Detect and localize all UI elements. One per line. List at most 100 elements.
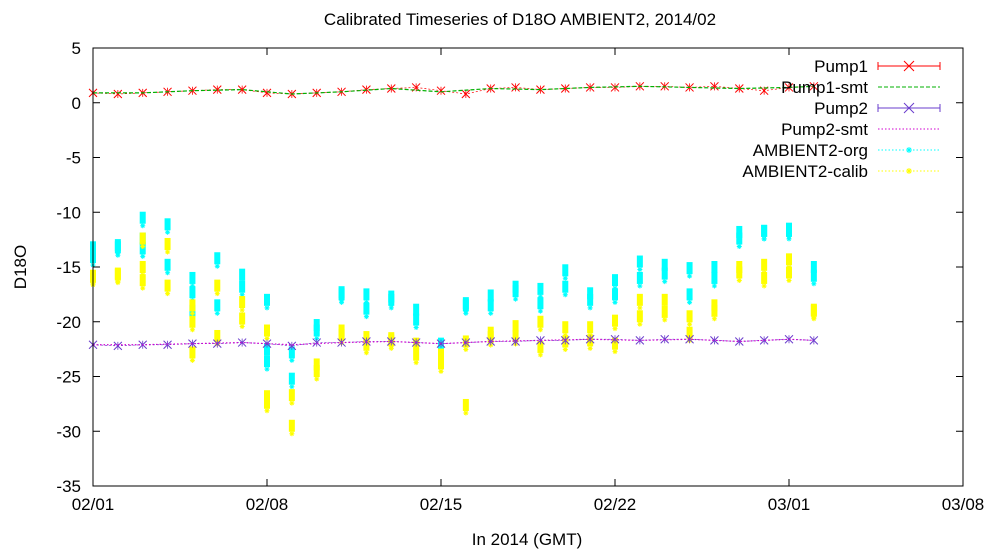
data-point [736, 277, 742, 283]
data-point [687, 321, 693, 327]
data-cluster [139, 211, 146, 224]
chart-title: Calibrated Timeseries of D18O AMBIENT2, … [324, 10, 716, 29]
data-point [363, 350, 369, 356]
data-point [463, 346, 469, 352]
data-point [189, 327, 195, 333]
data-cluster [636, 310, 643, 323]
data-point [312, 338, 322, 347]
data-point [560, 84, 570, 93]
data-cluster [264, 324, 270, 337]
data-cluster [189, 346, 196, 359]
data-point [710, 81, 719, 91]
data-point [140, 244, 146, 250]
data-cluster [189, 299, 196, 312]
data-cluster [239, 268, 246, 281]
data-cluster [239, 296, 246, 309]
data-point [413, 325, 419, 331]
data-point [113, 341, 123, 351]
data-cluster [686, 288, 693, 301]
data-cluster [711, 261, 718, 273]
data-point [811, 281, 817, 287]
y-axis-label: D18O [11, 245, 30, 289]
y-tick-label: -25 [56, 368, 81, 387]
data-cluster [562, 321, 569, 334]
data-point [239, 307, 245, 313]
x-axis: 02/01 02/08 02/15 02/22 03/01 03/08 [72, 48, 985, 514]
data-cluster [761, 271, 768, 284]
data-cluster [786, 266, 792, 279]
data-point [165, 249, 171, 255]
data-point [214, 291, 220, 297]
data-cluster [736, 225, 743, 238]
data-cluster [139, 261, 146, 273]
data-cluster [686, 326, 693, 339]
data-point [734, 84, 744, 93]
legend-label: Pump1 [814, 57, 868, 76]
data-point [537, 308, 543, 314]
data-point [463, 410, 469, 416]
data-point [562, 332, 568, 338]
data-cluster [239, 312, 246, 325]
data-cluster [264, 355, 270, 368]
y-tick-label: -15 [56, 258, 81, 277]
data-cluster [512, 280, 519, 293]
data-point [903, 60, 915, 72]
data-point [363, 314, 369, 320]
data-cluster [661, 258, 668, 271]
data-cluster [736, 232, 743, 245]
data-cluster [462, 398, 469, 411]
data-point [264, 366, 270, 372]
data-point [562, 292, 568, 298]
series-pump1-smt [93, 85, 814, 95]
y-tick-label: 0 [72, 94, 81, 113]
data-point [264, 336, 270, 342]
data-cluster [338, 288, 345, 301]
data-point [537, 327, 543, 333]
data-cluster [711, 271, 718, 284]
data-point [339, 336, 345, 342]
data-point [189, 310, 195, 316]
data-point [734, 337, 744, 346]
data-cluster [537, 297, 544, 310]
data-point [461, 89, 471, 99]
data-cluster [264, 390, 270, 403]
data-cluster [736, 266, 743, 279]
data-point [212, 85, 222, 94]
data-cluster [264, 343, 270, 356]
data-cluster [636, 255, 643, 268]
data-point [115, 280, 121, 286]
data-point [662, 279, 668, 285]
data-point [612, 285, 618, 291]
data-cluster [587, 293, 594, 306]
data-cluster [288, 419, 295, 432]
data-point [513, 296, 519, 302]
data-point [237, 85, 247, 94]
legend-label: AMBIENT2-org [753, 141, 868, 160]
data-point [140, 285, 146, 291]
data-point [906, 168, 912, 174]
x-tick-label: 03/08 [942, 495, 985, 514]
legend-label: Pump2 [814, 99, 868, 118]
data-cluster [114, 241, 121, 254]
x-tick-label: 02/01 [72, 495, 115, 514]
data-point [113, 89, 123, 99]
data-cluster [139, 232, 146, 245]
data-point [711, 316, 717, 322]
data-point [637, 283, 643, 289]
data-cluster [661, 293, 668, 306]
data-point [165, 291, 171, 297]
legend-label: Pump2-smt [781, 120, 868, 139]
data-point [511, 83, 520, 92]
data-cluster [164, 238, 171, 251]
data-cluster [612, 314, 618, 327]
data-cluster [636, 271, 643, 284]
data-point [612, 349, 618, 355]
data-point [165, 229, 171, 235]
data-cluster [810, 304, 817, 317]
data-cluster [661, 305, 668, 318]
data-cluster [413, 303, 420, 316]
y-tick-label: -30 [56, 422, 81, 441]
data-point [811, 316, 817, 322]
data-cluster [214, 329, 221, 342]
data-cluster [686, 310, 693, 323]
